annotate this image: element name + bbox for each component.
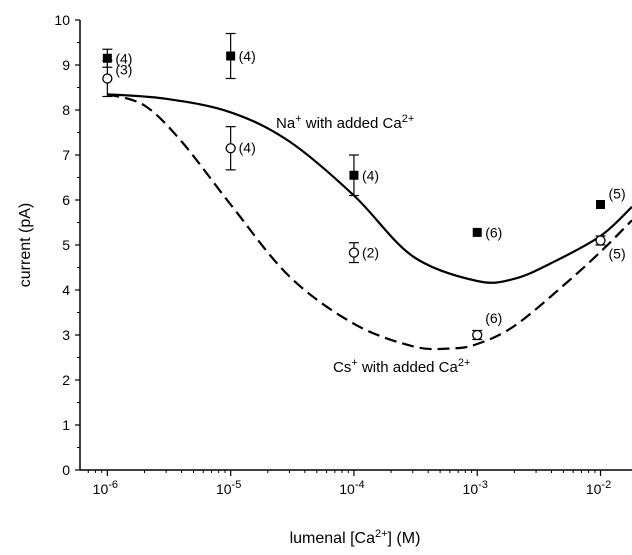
n-label: (3)	[115, 62, 132, 78]
x-tick-label-part: 10	[93, 481, 109, 497]
x-tick-label: 10-6	[93, 479, 118, 497]
y-tick-label: 0	[62, 462, 70, 478]
x-tick-label-part: -5	[232, 479, 242, 491]
curve-label-part: Cs	[333, 359, 351, 376]
na-fit-curve	[107, 93, 632, 284]
n-label: (5)	[609, 186, 626, 202]
x-tick-label: 10-2	[586, 479, 611, 497]
y-tick-label: 10	[54, 12, 70, 28]
x-tick-label-part: 10	[586, 481, 602, 497]
x-tick-label-part: -3	[478, 479, 488, 491]
x-tick-label-part: 10	[463, 481, 479, 497]
y-tick-label: 9	[62, 57, 70, 73]
y-tick-label: 1	[62, 417, 70, 433]
curve-label: Cs+ with added Ca2+	[333, 357, 470, 376]
n-label: (2)	[362, 245, 379, 261]
n-label: (4)	[115, 50, 132, 66]
n-label: (4)	[362, 167, 379, 183]
x-axis-title: lumenal [Ca2+] (M)	[290, 528, 421, 547]
curve-label-part: 2+	[458, 357, 471, 369]
data-point-square	[226, 51, 236, 61]
data-point-circle	[595, 235, 606, 246]
x-tick-label-part: -4	[355, 479, 365, 491]
cs-fit-curve	[107, 93, 632, 351]
x-tick-label-part: 10	[216, 481, 232, 497]
y-tick-label: 8	[62, 102, 70, 118]
x-tick-label-part: -6	[108, 479, 118, 491]
fit-curves	[107, 93, 632, 351]
y-tick-label: 5	[62, 237, 70, 253]
annotations: Na+ with added Ca2+Cs+ with added Ca2+(4…	[115, 48, 625, 376]
y-axis-title: current (pA)	[17, 203, 34, 287]
curve-label-part: with added Ca	[358, 359, 459, 376]
x-axis-title-part: lumenal [Ca	[290, 530, 375, 547]
x-tick-label: 10-5	[216, 479, 241, 497]
x-tick-label: 10-3	[463, 479, 488, 497]
curve-label: Na+ with added Ca2+	[276, 113, 414, 132]
n-label: (4)	[239, 48, 256, 64]
n-label: (6)	[485, 310, 502, 326]
curve-label-part: +	[295, 113, 301, 125]
data-point-circle	[102, 73, 113, 84]
data-point-circle	[472, 329, 483, 341]
curve-label-part: with added Ca	[302, 115, 403, 132]
y-tick-label: 7	[62, 147, 70, 163]
x-tick-label: 10-4	[339, 479, 364, 497]
y-tick-label: 4	[62, 282, 70, 298]
data-point-square	[596, 200, 606, 209]
data-point-square	[349, 170, 359, 180]
y-tick-label: 6	[62, 192, 70, 208]
x-axis-title-part: 2+	[375, 528, 388, 540]
n-label: (5)	[609, 246, 626, 262]
data-point-square	[102, 53, 112, 63]
x-tick-label-part: 10	[339, 481, 355, 497]
curve-label-part: Na	[276, 115, 296, 132]
x-tick-label-part: -2	[601, 479, 611, 491]
curve-label-part: +	[351, 357, 357, 369]
y-tick-label: 3	[62, 327, 70, 343]
data-point-circle	[225, 143, 236, 154]
curve-label-part: 2+	[402, 113, 415, 125]
data-points	[102, 32, 606, 341]
n-label: (4)	[239, 139, 256, 155]
n-label: (6)	[485, 224, 502, 240]
data-point-circle	[348, 247, 360, 258]
data-point-square	[472, 227, 482, 237]
x-axis-title-part: ] (M)	[388, 530, 421, 547]
y-tick-label: 2	[62, 372, 70, 388]
